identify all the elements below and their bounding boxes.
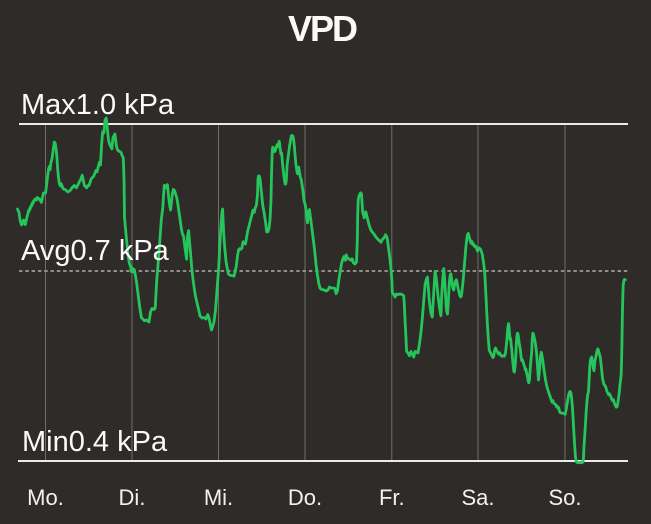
svg-text:VPD: VPD	[288, 8, 357, 49]
svg-text:Di.: Di.	[119, 485, 146, 510]
svg-text:Fr.: Fr.	[379, 485, 405, 510]
svg-text:Sa.: Sa.	[461, 485, 494, 510]
svg-text:Max1.0 kPa: Max1.0 kPa	[21, 89, 175, 121]
svg-text:Mi.: Mi.	[204, 485, 233, 510]
svg-text:Do.: Do.	[288, 485, 322, 510]
svg-text:Min0.4 kPa: Min0.4 kPa	[22, 426, 168, 458]
svg-text:So.: So.	[548, 485, 581, 510]
svg-text:Avg0.7 kPa: Avg0.7 kPa	[21, 235, 170, 267]
svg-text:Mo.: Mo.	[27, 485, 64, 510]
